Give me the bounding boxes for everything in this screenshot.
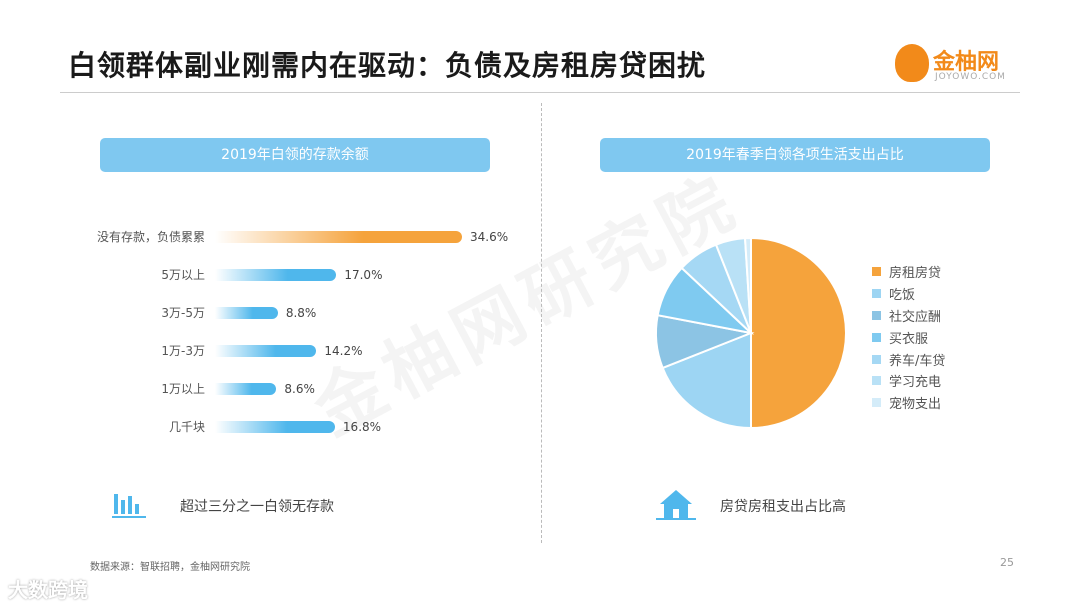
right-chart-header: 2019年春季白领各项生活支出占比	[600, 138, 990, 172]
legend-item: 宠物支出	[872, 392, 945, 414]
logo: 金柚网 JOYOWO.COM	[895, 42, 1025, 87]
bar	[215, 307, 278, 319]
legend-swatch	[872, 289, 881, 299]
footer-brand: 大数跨境	[8, 578, 88, 602]
legend-item: 吃饭	[872, 283, 945, 305]
data-source: 数据来源：智联招聘，金柚网研究院	[90, 562, 250, 573]
page-title: 白领群体副业刚需内在驱动：负债及房租房贷困扰	[68, 49, 707, 82]
legend-swatch	[872, 398, 881, 408]
section-divider	[541, 103, 542, 543]
bar-value: 17.0%	[344, 268, 383, 282]
left-chart-header: 2019年白领的存款余额	[100, 138, 490, 172]
legend-label: 房租房贷	[889, 266, 942, 282]
pie-slice	[661, 331, 752, 430]
logo-text: 金柚网	[933, 50, 1000, 75]
bar-value: 8.6%	[284, 382, 315, 396]
legend-item: 养车/车贷	[872, 348, 945, 370]
legend-label: 社交应酬	[889, 309, 942, 325]
logo-domain: JOYOWO.COM	[935, 72, 1006, 82]
bar-label: 没有存款，负债累累	[96, 230, 205, 244]
legend-label: 宠物支出	[889, 397, 942, 413]
bar	[215, 345, 317, 357]
legend-swatch	[872, 310, 881, 320]
page-number: 25	[1000, 556, 1014, 569]
bar-chart-icon	[112, 488, 148, 520]
bar	[215, 269, 337, 281]
bar	[215, 231, 462, 243]
legend-swatch	[872, 267, 881, 277]
pie-chart	[655, 236, 847, 430]
bar-label: 几千块	[168, 420, 205, 434]
legend-item: 社交应酬	[872, 305, 945, 327]
bar-value: 14.2%	[324, 344, 363, 358]
legend-swatch	[872, 376, 881, 386]
legend-label: 吃饭	[889, 288, 916, 304]
legend-item: 买衣服	[872, 326, 945, 348]
legend-swatch	[872, 354, 881, 364]
bar-label: 3万-5万	[161, 306, 205, 320]
legend-label: 养车/车贷	[889, 353, 946, 369]
bar-label: 1万以上	[161, 382, 205, 396]
bar-value: 8.8%	[285, 306, 317, 320]
pie-legend: 房租房贷吃饭社交应酬买衣服养车/车贷学习充电宠物支出	[872, 261, 945, 414]
bar-value: 34.6%	[470, 230, 509, 244]
bar	[215, 421, 335, 433]
house-icon	[656, 486, 696, 522]
legend-swatch	[872, 332, 881, 342]
legend-item: 学习充电	[872, 370, 945, 392]
bar	[215, 383, 277, 395]
bar-value: 16.8%	[342, 420, 382, 434]
title-divider	[60, 92, 1020, 93]
pie-slice	[750, 236, 847, 430]
bar-label: 1万-3万	[161, 344, 205, 358]
pie-slice	[743, 236, 752, 334]
right-note: 房贷房租支出占比高	[720, 499, 846, 515]
bar-label: 5万以上	[161, 268, 205, 282]
legend-label: 买衣服	[889, 331, 929, 347]
logo-mark-icon	[895, 44, 929, 82]
legend-label: 学习充电	[889, 375, 942, 391]
left-note: 超过三分之一白领无存款	[180, 499, 334, 515]
legend-item: 房租房贷	[872, 261, 945, 283]
